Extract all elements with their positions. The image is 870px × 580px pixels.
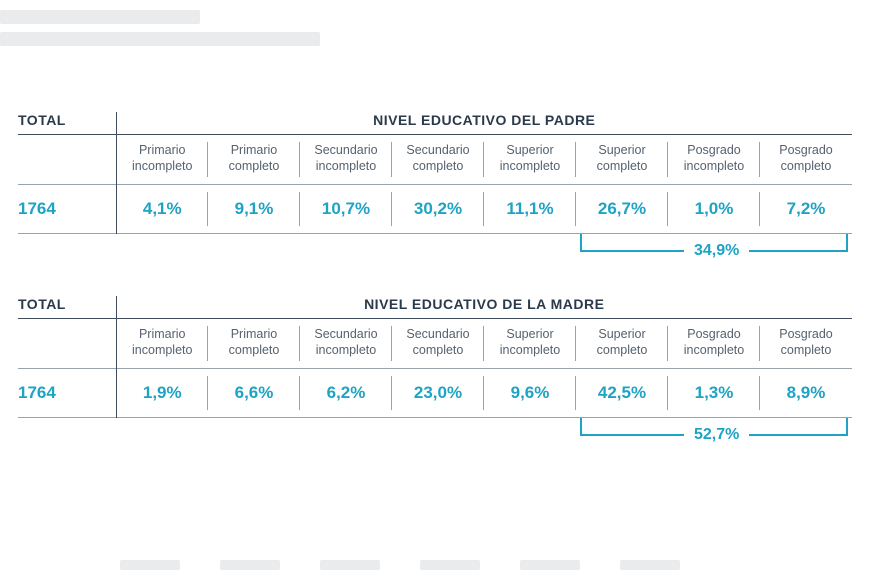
data-cell: 42,5% (576, 369, 668, 418)
faded-header (0, 10, 320, 54)
column-header: Superiorincompleto (484, 135, 576, 185)
bracket-label: 34,9% (684, 242, 749, 260)
column-header: Posgradocompleto (760, 135, 852, 185)
column-header: Secundarioincompleto (300, 319, 392, 369)
group-title: NIVEL EDUCATIVO DEL PADRE (116, 112, 852, 135)
data-cell: 6,2% (300, 369, 392, 418)
data-cell: 1,3% (668, 369, 760, 418)
data-cell: 7,2% (760, 185, 852, 234)
total-label: TOTAL (18, 296, 116, 319)
data-cell: 9,1% (208, 185, 300, 234)
column-header: Posgradoincompleto (668, 319, 760, 369)
data-cell: 30,2% (392, 185, 484, 234)
total-value: 1764 (18, 369, 116, 418)
faded-footer (0, 560, 870, 570)
column-header: Secundariocompleto (392, 135, 484, 185)
column-header: Primarioincompleto (116, 135, 208, 185)
column-header: Secundariocompleto (392, 319, 484, 369)
education-table-0: TOTALNIVEL EDUCATIVO DEL PADREPrimarioin… (18, 112, 852, 282)
data-cell: 4,1% (116, 185, 208, 234)
data-cell: 9,6% (484, 369, 576, 418)
education-table-1: TOTALNIVEL EDUCATIVO DE LA MADREPrimario… (18, 296, 852, 466)
column-header: Primariocompleto (208, 319, 300, 369)
data-cell: 1,9% (116, 369, 208, 418)
data-cell: 6,6% (208, 369, 300, 418)
total-label: TOTAL (18, 112, 116, 135)
data-cell: 11,1% (484, 185, 576, 234)
column-header: Secundarioincompleto (300, 135, 392, 185)
column-header: Posgradocompleto (760, 319, 852, 369)
total-value: 1764 (18, 185, 116, 234)
bracket-label: 52,7% (684, 426, 749, 444)
data-cell: 23,0% (392, 369, 484, 418)
group-title: NIVEL EDUCATIVO DE LA MADRE (116, 296, 852, 319)
column-header: Posgradoincompleto (668, 135, 760, 185)
bracket: 34,9% (18, 234, 852, 282)
data-cell: 10,7% (300, 185, 392, 234)
column-header: Superiorcompleto (576, 135, 668, 185)
column-header: Superiorcompleto (576, 319, 668, 369)
column-header: Primarioincompleto (116, 319, 208, 369)
data-cell: 1,0% (668, 185, 760, 234)
spacer (18, 135, 116, 185)
data-cell: 26,7% (576, 185, 668, 234)
column-header: Superiorincompleto (484, 319, 576, 369)
spacer (18, 319, 116, 369)
data-cell: 8,9% (760, 369, 852, 418)
column-header: Primariocompleto (208, 135, 300, 185)
bracket: 52,7% (18, 418, 852, 466)
